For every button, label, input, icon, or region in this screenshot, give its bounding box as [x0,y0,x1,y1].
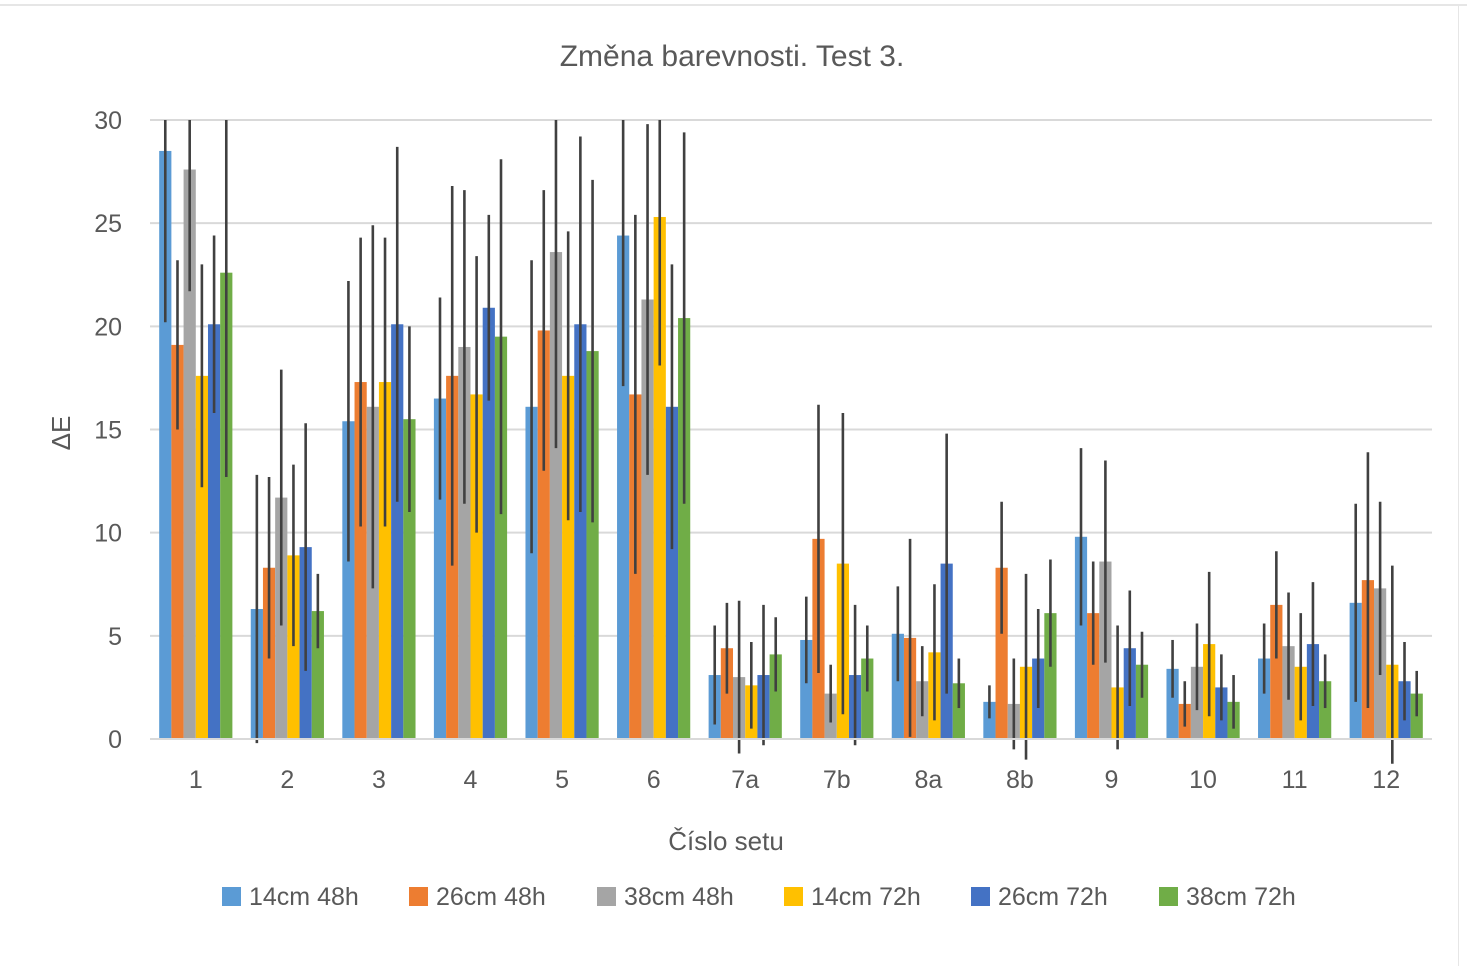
y-tick-label: 30 [94,107,122,135]
legend-label: 38cm 72h [1186,883,1296,911]
legend-label: 26cm 72h [998,883,1108,911]
bar [171,344,184,739]
legend-swatch [597,887,616,906]
x-tick-label: 8a [914,766,942,794]
bar [403,419,416,739]
x-tick-label: 2 [280,766,294,794]
bar [983,701,996,739]
bar [617,235,630,739]
bar [433,398,447,739]
x-tick-label: 10 [1189,766,1217,794]
bar [562,375,575,739]
legend-swatch [409,887,428,906]
bar [525,406,538,739]
bar [574,324,587,739]
bar [220,272,233,739]
bar [378,382,392,739]
bar [1044,613,1057,739]
legend-item: 26cm 48h [409,883,546,911]
bar [641,299,654,739]
legend-label: 26cm 48h [436,883,546,911]
error-bars [163,120,1419,764]
bar [1135,664,1149,739]
bar [1166,668,1179,739]
bar [1074,536,1088,739]
x-tick-label: 8b [1006,766,1034,794]
legend-item: 14cm 48h [222,883,359,911]
bar [549,252,563,739]
bar [342,421,355,739]
bar [195,375,208,739]
x-tick-label: 9 [1105,766,1119,794]
frame-right-rule [1458,6,1459,966]
bar [1087,613,1100,739]
legend-item: 38cm 72h [1159,883,1296,911]
x-tick-label: 7b [823,766,851,794]
x-axis-label: Číslo setu [668,826,784,856]
bar [861,658,874,739]
x-tick-label: 4 [464,766,478,794]
bar [678,318,691,739]
x-tick-label: 3 [372,766,386,794]
bar [1319,681,1332,739]
x-tick-label: 12 [1372,766,1400,794]
y-axis-label: ΔE [46,416,76,451]
bar [1258,658,1271,739]
legend-item: 26cm 72h [971,883,1108,911]
legend-label: 14cm 72h [811,883,921,911]
bar [482,307,495,739]
y-tick-label: 15 [94,417,122,445]
bar [995,567,1008,739]
bar [800,639,813,739]
x-tick-label: 5 [555,766,569,794]
gridlines [150,119,1432,637]
bar [891,633,904,739]
legend-item: 38cm 48h [597,883,734,911]
bar [470,394,483,739]
bar [1270,604,1283,739]
legend-swatch [784,887,803,906]
bar [665,406,679,739]
y-tick-label: 20 [94,313,122,341]
y-tick-label: 5 [108,623,122,651]
legend-label: 14cm 48h [249,883,359,911]
x-tick-label: 11 [1282,766,1308,794]
bar [952,683,965,739]
chart-title: Změna barevnosti. Test 3. [560,40,905,73]
bar [537,330,550,739]
bar [769,654,782,739]
bar [494,336,508,739]
bar [183,169,196,739]
legend-swatch [1159,887,1178,906]
bar [287,555,300,739]
bar [458,346,471,739]
bar [159,150,172,739]
bar [354,382,367,739]
y-tick-label: 10 [94,520,122,548]
legend: 14cm 48h 26cm 48h 38cm 48h 14cm 72h 26cm 72h… [222,883,1296,911]
y-tick-label: 25 [94,210,122,238]
bar [586,351,599,739]
frame-top-rule [0,4,1467,6]
bar [207,324,221,739]
x-tick-label: 6 [647,766,661,794]
legend-swatch [222,887,241,906]
x-tick-label: 7a [731,766,759,794]
bar [311,611,324,739]
y-tick-label: 0 [108,726,122,754]
bar [391,324,404,739]
legend-label: 38cm 48h [624,883,734,911]
legend-swatch [971,887,990,906]
legend-item: 14cm 72h [784,883,921,911]
bar [653,216,666,739]
x-tick-label: 1 [189,766,203,794]
